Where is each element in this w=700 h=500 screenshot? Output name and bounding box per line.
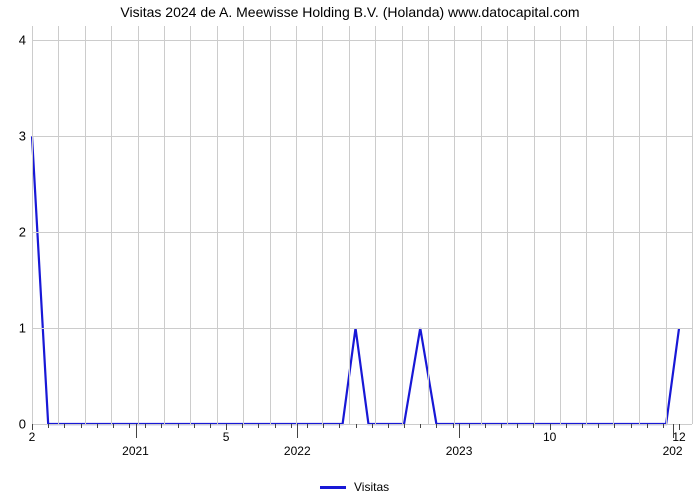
x-tick-minor	[339, 424, 340, 428]
x-tick-minor	[631, 424, 632, 428]
x-tick-minor	[48, 424, 49, 428]
x-tick-minor	[404, 424, 405, 428]
gridline-vertical	[692, 26, 693, 424]
gridline-horizontal	[32, 424, 692, 425]
x-tick-year	[297, 424, 298, 438]
x-tick-label-year: 2021	[122, 444, 149, 458]
x-tick-minor	[388, 424, 389, 428]
x-tick-minor	[485, 424, 486, 428]
gridline-vertical	[481, 26, 482, 424]
gridline-vertical	[138, 26, 139, 424]
x-tick-label-number: 12	[672, 430, 685, 444]
x-tick-minor	[113, 424, 114, 428]
x-tick-year	[136, 424, 137, 438]
x-tick-minor	[663, 424, 664, 428]
y-tick-label: 2	[8, 225, 26, 240]
x-tick-year	[673, 424, 674, 438]
gridline-vertical	[454, 26, 455, 424]
gridline-vertical	[639, 26, 640, 424]
x-tick-minor	[258, 424, 259, 428]
x-tick-label-year: 2023	[446, 444, 473, 458]
plot-area	[32, 26, 692, 424]
gridline-vertical	[270, 26, 271, 424]
x-tick-label-year: 2022	[284, 444, 311, 458]
legend: Visitas	[320, 480, 389, 494]
chart-container: { "chart": { "type": "line", "title": "V…	[0, 0, 700, 500]
gridline-vertical	[507, 26, 508, 424]
gridline-vertical	[111, 26, 112, 424]
y-tick-label: 3	[8, 129, 26, 144]
gridline-vertical	[217, 26, 218, 424]
gridline-vertical	[32, 26, 33, 424]
x-tick-minor	[420, 424, 421, 428]
x-tick-label-number: 10	[543, 430, 556, 444]
x-tick-year	[459, 424, 460, 438]
x-tick-minor	[598, 424, 599, 428]
gridline-vertical	[560, 26, 561, 424]
x-tick-minor	[372, 424, 373, 428]
x-tick-minor	[453, 424, 454, 428]
x-tick-minor	[97, 424, 98, 428]
gridline-vertical	[349, 26, 350, 424]
legend-swatch	[320, 486, 346, 489]
x-tick-minor	[323, 424, 324, 428]
x-tick-minor	[517, 424, 518, 428]
gridline-vertical	[613, 26, 614, 424]
x-tick-minor	[356, 424, 357, 428]
x-tick-minor	[469, 424, 470, 428]
y-tick-label: 0	[8, 417, 26, 432]
x-tick-minor	[129, 424, 130, 428]
gridline-horizontal	[32, 136, 692, 137]
x-tick-minor	[291, 424, 292, 428]
gridline-horizontal	[32, 232, 692, 233]
gridline-vertical	[586, 26, 587, 424]
legend-label: Visitas	[354, 480, 389, 494]
x-tick-minor	[533, 424, 534, 428]
x-tick-minor	[566, 424, 567, 428]
x-tick-minor	[210, 424, 211, 428]
x-tick-minor	[501, 424, 502, 428]
x-tick-minor	[614, 424, 615, 428]
x-tick-minor	[194, 424, 195, 428]
x-tick-minor	[81, 424, 82, 428]
x-tick-minor	[242, 424, 243, 428]
gridline-vertical	[58, 26, 59, 424]
x-tick-minor	[307, 424, 308, 428]
gridline-horizontal	[32, 328, 692, 329]
series-line	[32, 26, 692, 424]
chart-title: Visitas 2024 de A. Meewisse Holding B.V.…	[0, 4, 700, 20]
gridline-vertical	[534, 26, 535, 424]
x-tick-minor	[178, 424, 179, 428]
gridline-vertical	[164, 26, 165, 424]
x-tick-label-year: 202	[663, 444, 683, 458]
x-tick-minor	[145, 424, 146, 428]
y-tick-label: 4	[8, 33, 26, 48]
gridline-vertical	[375, 26, 376, 424]
gridline-vertical	[243, 26, 244, 424]
x-tick-minor	[582, 424, 583, 428]
x-tick-minor	[647, 424, 648, 428]
gridline-horizontal	[32, 40, 692, 41]
gridline-vertical	[85, 26, 86, 424]
y-tick-label: 1	[8, 321, 26, 336]
gridline-vertical	[296, 26, 297, 424]
x-tick-minor	[436, 424, 437, 428]
gridline-vertical	[428, 26, 429, 424]
gridline-vertical	[402, 26, 403, 424]
x-tick-minor	[64, 424, 65, 428]
x-tick-minor	[275, 424, 276, 428]
gridline-vertical	[666, 26, 667, 424]
gridline-vertical	[322, 26, 323, 424]
x-tick-minor	[161, 424, 162, 428]
gridline-vertical	[190, 26, 191, 424]
x-tick-label-number: 5	[223, 430, 230, 444]
x-tick-label-number: 2	[29, 430, 36, 444]
